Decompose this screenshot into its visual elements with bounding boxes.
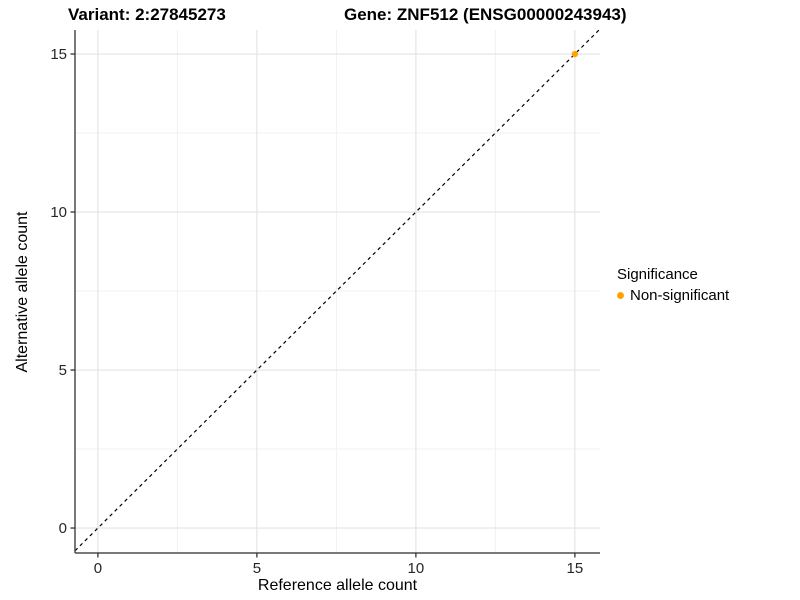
svg-text:15: 15 bbox=[567, 560, 584, 577]
legend-item-non-significant: Non-significant bbox=[617, 287, 729, 304]
svg-text:5: 5 bbox=[253, 560, 261, 577]
svg-text:5: 5 bbox=[59, 362, 67, 379]
x-axis-label: Reference allele count bbox=[257, 577, 418, 594]
data-point bbox=[571, 50, 579, 58]
plot-title-gene: Gene: ZNF512 (ENSG00000243943) bbox=[344, 5, 627, 24]
legend-item-label: Non-significant bbox=[630, 287, 730, 304]
svg-text:10: 10 bbox=[408, 560, 425, 577]
chart-canvas: 0 5 10 15 0 5 10 15 bbox=[50, 29, 600, 577]
svg-text:10: 10 bbox=[50, 204, 67, 221]
plot-panel: 0 5 10 15 0 5 10 15 bbox=[50, 29, 600, 577]
legend-title: Significance bbox=[617, 266, 698, 283]
svg-text:0: 0 bbox=[94, 560, 102, 577]
legend: Significance Non-significant bbox=[617, 266, 729, 304]
legend-point-icon bbox=[617, 292, 624, 299]
svg-text:15: 15 bbox=[50, 46, 67, 63]
svg-text:0: 0 bbox=[59, 520, 67, 537]
plot-title-variant: Variant: 2:27845273 bbox=[68, 5, 226, 24]
y-axis-label: Alternative allele count bbox=[14, 211, 31, 373]
